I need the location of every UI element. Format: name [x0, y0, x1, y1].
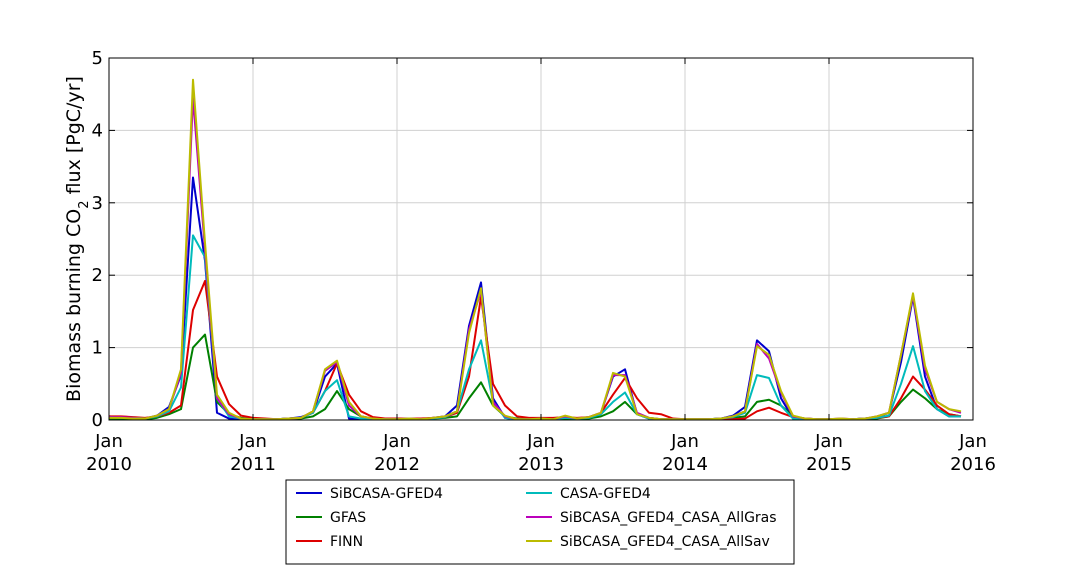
x-tick-label-month: Jan — [94, 431, 123, 452]
y-tick-label: 4 — [92, 120, 103, 141]
y-tick-label: 3 — [92, 193, 103, 214]
series-line-5 — [109, 78, 962, 421]
legend: SiBCASA-GFED4 GFAS FINN CASA-GFED4 SiBCASA_G… — [285, 479, 795, 565]
x-tick-label-year: 2015 — [806, 454, 852, 475]
x-tick-label-year: 2016 — [950, 454, 996, 475]
x-tick-label-year: 2011 — [230, 454, 276, 475]
y-tick-label: 2 — [92, 265, 103, 286]
y-tick-label: 0 — [92, 410, 103, 431]
y-axis-label-subscript: 2 — [77, 200, 92, 208]
x-tick-label-month: Jan — [238, 431, 267, 452]
legend-entry-label: SiBCASA_GFED4_CASA_AllSav — [560, 534, 770, 550]
legend-entry-label: CASA-GFED4 — [560, 486, 651, 502]
series-lines — [108, 78, 962, 421]
legend-entry-label: GFAS — [330, 510, 366, 526]
x-tick-label-year: 2014 — [662, 454, 708, 475]
y-tick-label: 5 — [92, 48, 103, 69]
x-tick-label-month: Jan — [958, 431, 987, 452]
axis-ticks: 012345Jan2010Jan2011Jan2012Jan2013Jan201… — [86, 48, 996, 475]
x-tick-label-year: 2013 — [518, 454, 564, 475]
x-tick-label-month: Jan — [814, 431, 843, 452]
series-line-0 — [108, 176, 961, 421]
legend-entry-label: SiBCASA-GFED4 — [330, 486, 443, 502]
series-line-4 — [109, 96, 962, 421]
legend-entry-label: FINN — [330, 534, 363, 550]
y-axis-label-unit: flux [PgC/yr] — [63, 76, 85, 200]
x-tick-label-month: Jan — [670, 431, 699, 452]
series-line-3 — [108, 234, 961, 421]
x-tick-label-month: Jan — [382, 431, 411, 452]
y-tick-label: 1 — [92, 338, 103, 359]
series-line-2 — [109, 279, 962, 421]
grid-lines — [108, 57, 974, 421]
x-tick-label-year: 2010 — [86, 454, 132, 475]
y-axis-label-main: Biomass burning CO — [63, 209, 85, 402]
x-tick-label-year: 2012 — [374, 454, 420, 475]
x-tick-label-month: Jan — [526, 431, 555, 452]
y-axis-label: Biomass burning CO2 flux [PgC/yr] — [63, 76, 92, 402]
legend-entry-label: SiBCASA_GFED4_CASA_AllGras — [560, 510, 777, 526]
